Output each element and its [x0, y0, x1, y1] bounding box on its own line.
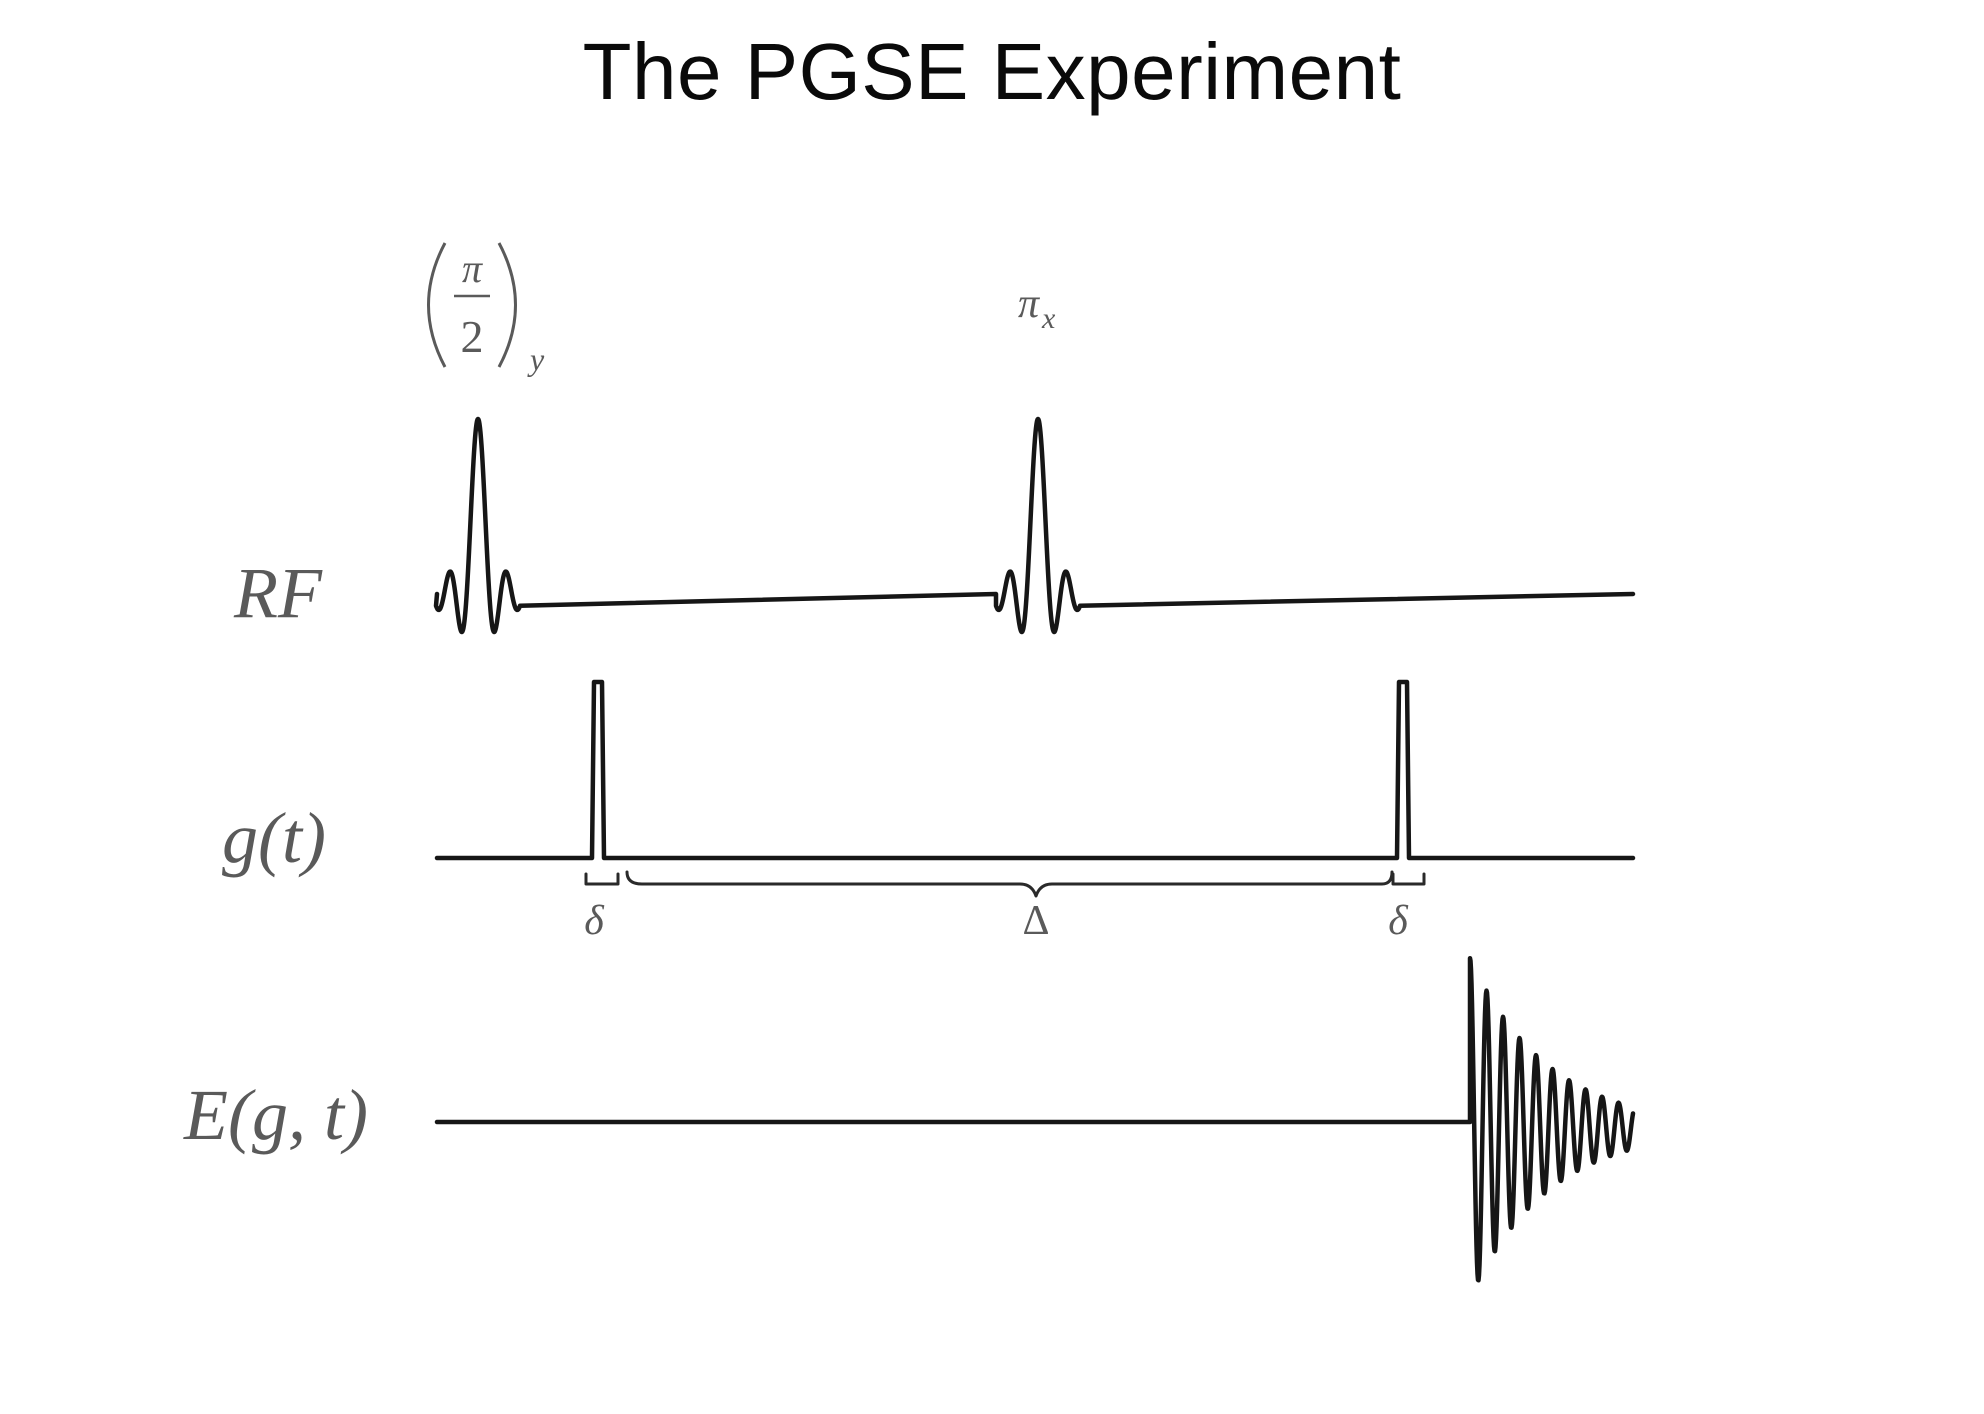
left-parenthesis [427, 242, 447, 368]
excitation-subscript: y [527, 341, 545, 377]
rf-channel-label: RF [233, 553, 323, 633]
delta-brace-second [1391, 872, 1426, 886]
gradient-trace [434, 679, 1636, 861]
echo-trace [434, 955, 1636, 1283]
small-delta-label-second: δ [1388, 898, 1409, 944]
rf-trace [433, 416, 1636, 635]
refocus-subscript: x [1041, 302, 1056, 335]
excitation-numerator: π [462, 246, 483, 291]
big-delta-brace [625, 870, 1394, 898]
delta-brace-first [584, 872, 620, 886]
right-parenthesis [497, 242, 517, 368]
refocus-pulse-label: π x [1018, 281, 1056, 335]
refocus-symbol: π [1018, 281, 1040, 327]
small-delta-label-first: δ [584, 898, 605, 944]
diagram-title: The PGSE Experiment [582, 27, 1402, 116]
excitation-pulse-label: π 2 y [427, 242, 545, 377]
echo-channel-label: E(g, t) [183, 1075, 368, 1155]
big-delta-label: Δ [1022, 898, 1049, 944]
excitation-denominator: 2 [461, 311, 484, 362]
gradient-channel-label: g(t) [222, 798, 326, 878]
